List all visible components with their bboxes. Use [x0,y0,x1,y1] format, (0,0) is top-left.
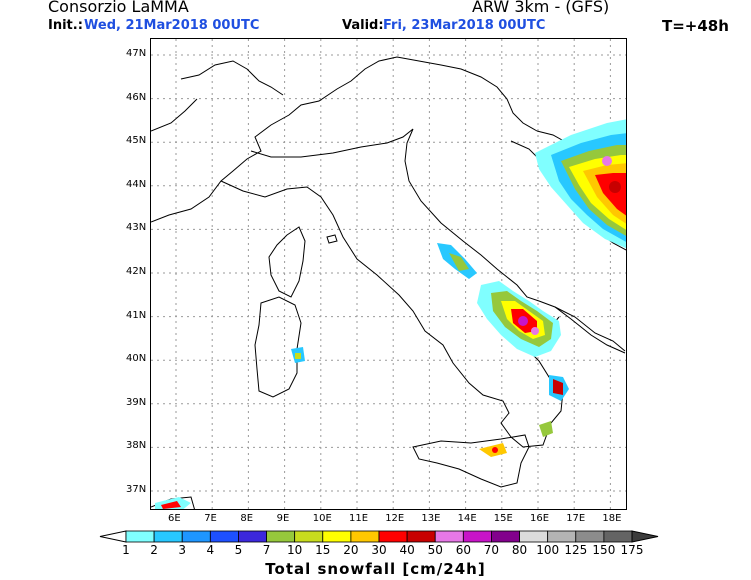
colorbar-level-label: 2 [150,543,158,557]
colorbar-level-label: 50 [427,543,443,557]
colorbar-level-label: 40 [399,543,415,557]
colorbar-level-label: 4 [206,543,215,557]
lon-label: 15E [493,513,513,524]
lat-label: 39N [126,396,147,408]
colorbar-level-label: 5 [234,543,243,557]
colorbar-swatch [519,530,549,543]
colorbar-swatch [350,530,380,543]
colorbar-swatch [575,530,605,543]
colorbar-swatch [153,530,183,543]
lat-label: 45N [126,135,147,147]
lon-label: 8E [240,513,254,524]
lon-label: 18E [602,513,622,524]
colorbar-level-label: 20 [343,543,359,557]
colorbar-under-triangle [99,530,127,543]
colorbar-swatch [209,530,239,543]
lat-label: 44N [126,178,147,190]
lat-label: 38N [126,440,147,452]
colorbar-level-label: 70 [483,543,500,557]
colorbar-swatch [491,530,520,543]
lon-label: 7E [204,513,217,524]
colorbar-over-triangle [631,530,659,543]
lon-label: 17E [566,513,586,524]
lon-label: 9E [276,513,290,524]
lon-label: 14E [457,513,477,524]
colorbar-swatch [266,530,296,543]
org-title: Consorzio LaMMA [48,0,189,16]
colorbar-swatch [322,530,352,543]
lon-label: 10E [312,513,332,524]
lat-label: 40N [126,353,147,365]
colorbar-swatch [294,530,324,543]
lat-label: 41N [126,309,147,321]
colorbar-level-label: 100 [536,543,560,557]
colorbar-swatch [603,530,633,543]
valid-label: Valid: [342,18,384,33]
colorbar-level-label: 60 [455,543,471,557]
lon-label: 11E [349,513,369,524]
colorbar-swatch [125,530,155,543]
colorbar-level-label: 7 [262,543,271,557]
colorbar-swatch [181,530,211,543]
forecast-step: T=+48h [662,17,729,35]
colorbar-level-label: 1 [122,543,130,557]
snowfall-field [155,119,626,509]
colorbar-swatch [378,530,408,543]
colorbar-swatch [462,530,492,543]
colorbar-level-label: 175 [620,543,644,557]
map-frame [150,38,627,510]
init-value: Wed, 21Mar2018 00UTC [84,18,260,33]
lon-label: 6E [168,513,181,524]
lat-label: 42N [126,266,147,277]
colorbar-swatch [547,530,577,543]
colorbar-level-label: 30 [371,543,387,557]
colorbar-level-label: 125 [564,543,588,557]
map-canvas [151,39,626,509]
valid-value: Fri, 23Mar2018 00UTC [383,18,546,33]
colorbar-swatch [238,530,267,543]
lat-label: 46N [126,91,147,103]
coastlines [151,56,626,509]
colorbar-title: Total snowfall [cm/24h] [265,560,486,578]
graticule [151,39,626,509]
colorbar-level-label: 150 [592,543,616,557]
colorbar-level-label: 15 [315,543,331,557]
init-label: Init.: [48,18,83,33]
lat-label: 47N [126,48,147,59]
lat-label: 37N [126,484,147,495]
colorbar-swatch [434,530,464,543]
lon-label: 13E [421,513,441,524]
colorbar [99,530,659,543]
lat-label: 43N [126,222,147,234]
colorbar-level-label: 10 [287,543,303,557]
model-title: ARW 3km - (GFS) [472,0,610,16]
lon-label: 12E [385,513,405,524]
lon-label: 16E [530,513,550,524]
colorbar-level-label: 3 [178,543,187,557]
colorbar-level-label: 80 [511,543,528,557]
colorbar-swatch [406,530,436,543]
